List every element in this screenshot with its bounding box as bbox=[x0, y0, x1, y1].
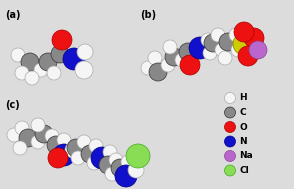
Circle shape bbox=[39, 53, 57, 71]
Circle shape bbox=[165, 48, 183, 66]
Circle shape bbox=[99, 156, 117, 174]
Circle shape bbox=[34, 63, 48, 77]
Circle shape bbox=[77, 135, 91, 149]
Circle shape bbox=[52, 30, 72, 50]
Circle shape bbox=[225, 165, 235, 176]
Circle shape bbox=[148, 51, 162, 65]
Circle shape bbox=[180, 55, 200, 75]
Circle shape bbox=[47, 136, 65, 154]
Circle shape bbox=[175, 53, 189, 67]
Circle shape bbox=[218, 51, 232, 65]
Circle shape bbox=[51, 45, 69, 63]
Circle shape bbox=[19, 129, 37, 147]
Circle shape bbox=[149, 63, 167, 81]
Circle shape bbox=[128, 162, 144, 178]
Circle shape bbox=[161, 58, 175, 72]
Circle shape bbox=[13, 141, 27, 155]
Circle shape bbox=[47, 66, 61, 80]
Circle shape bbox=[91, 147, 113, 169]
Circle shape bbox=[225, 107, 235, 118]
Circle shape bbox=[233, 33, 255, 55]
Text: C: C bbox=[240, 108, 246, 117]
Circle shape bbox=[7, 128, 21, 142]
Text: (c): (c) bbox=[5, 100, 20, 110]
Circle shape bbox=[215, 43, 229, 57]
Circle shape bbox=[115, 165, 137, 187]
Circle shape bbox=[141, 61, 155, 75]
Circle shape bbox=[89, 139, 103, 153]
Circle shape bbox=[179, 43, 197, 61]
Circle shape bbox=[249, 41, 267, 59]
Circle shape bbox=[109, 153, 123, 167]
Circle shape bbox=[238, 46, 258, 66]
Text: O: O bbox=[240, 122, 247, 132]
Circle shape bbox=[11, 48, 25, 62]
Circle shape bbox=[57, 133, 71, 147]
Circle shape bbox=[219, 33, 237, 51]
Circle shape bbox=[103, 145, 117, 159]
Circle shape bbox=[225, 150, 235, 161]
Circle shape bbox=[63, 48, 85, 70]
Circle shape bbox=[234, 22, 254, 42]
Text: N: N bbox=[240, 137, 247, 146]
Circle shape bbox=[31, 135, 45, 149]
Circle shape bbox=[201, 33, 215, 47]
Circle shape bbox=[77, 44, 93, 60]
Circle shape bbox=[105, 167, 119, 181]
Circle shape bbox=[163, 40, 177, 54]
Circle shape bbox=[21, 53, 39, 71]
Circle shape bbox=[35, 125, 53, 143]
Circle shape bbox=[48, 148, 68, 168]
Circle shape bbox=[203, 46, 217, 60]
Circle shape bbox=[229, 28, 243, 42]
Circle shape bbox=[15, 121, 29, 135]
Circle shape bbox=[87, 156, 101, 170]
Circle shape bbox=[225, 136, 235, 147]
Circle shape bbox=[211, 28, 225, 42]
Circle shape bbox=[31, 118, 45, 132]
Circle shape bbox=[75, 61, 93, 79]
Circle shape bbox=[65, 142, 81, 158]
Circle shape bbox=[45, 129, 59, 143]
Circle shape bbox=[121, 155, 135, 169]
Text: H: H bbox=[240, 94, 247, 102]
Circle shape bbox=[225, 92, 235, 104]
Text: Cl: Cl bbox=[240, 166, 249, 175]
Circle shape bbox=[231, 43, 245, 57]
Circle shape bbox=[15, 66, 29, 80]
Circle shape bbox=[71, 151, 85, 165]
Circle shape bbox=[111, 159, 129, 177]
Text: Na: Na bbox=[240, 152, 253, 160]
Circle shape bbox=[67, 139, 85, 157]
Circle shape bbox=[126, 144, 150, 168]
Circle shape bbox=[225, 122, 235, 132]
Text: (b): (b) bbox=[140, 10, 156, 20]
Circle shape bbox=[25, 71, 39, 85]
Circle shape bbox=[189, 37, 211, 59]
Text: (a): (a) bbox=[5, 10, 21, 20]
Circle shape bbox=[81, 145, 99, 163]
Circle shape bbox=[244, 28, 264, 48]
Circle shape bbox=[53, 144, 75, 166]
Circle shape bbox=[204, 34, 222, 52]
